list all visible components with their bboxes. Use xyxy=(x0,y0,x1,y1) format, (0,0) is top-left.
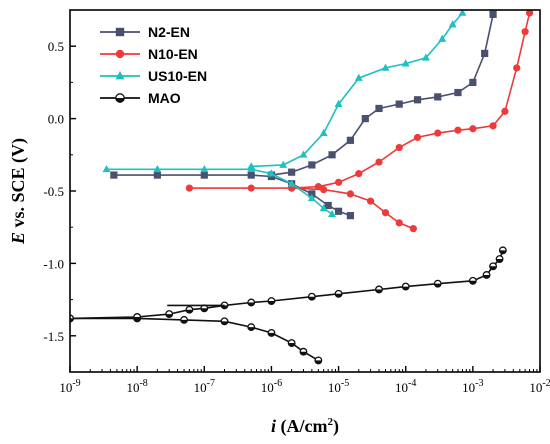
series-mao xyxy=(67,247,506,364)
data-point xyxy=(315,183,322,190)
legend: N2-EN N10-EN US10-EN MAO xyxy=(100,24,207,106)
series-line-anodic xyxy=(292,13,530,188)
x-tick-label: 10-8 xyxy=(126,378,147,395)
axes: 10-9 10-8 10-7 10-6 10-5 10-4 10-3 10-2-1.5-1.0… xyxy=(43,10,550,395)
y-tick-label: 0.5 xyxy=(48,39,64,54)
data-point xyxy=(522,28,529,35)
data-point xyxy=(116,50,124,58)
y-tick-label: 0.0 xyxy=(48,112,64,127)
data-point xyxy=(201,171,208,178)
data-point xyxy=(288,169,295,176)
data-point xyxy=(375,158,382,165)
series-layer xyxy=(67,9,533,364)
data-point xyxy=(396,219,403,226)
data-point xyxy=(110,171,117,178)
x-tick-exponent: -6 xyxy=(274,378,282,389)
x-tick-base: 10 xyxy=(328,380,341,395)
data-point xyxy=(308,161,315,168)
x-tick-exponent: -2 xyxy=(542,378,550,389)
series-line-anodic xyxy=(251,13,462,167)
data-point xyxy=(116,28,124,36)
x-axis-title-rest: (A/cm xyxy=(276,416,327,437)
x-tick-base: 10 xyxy=(59,380,72,395)
x-tick-base: 10 xyxy=(194,380,207,395)
y-tick-label: -0.5 xyxy=(43,184,64,199)
data-point xyxy=(434,93,441,100)
series-line-cathodic xyxy=(70,318,318,360)
x-axis-title-close: ) xyxy=(333,416,339,437)
x-tick-base: 10 xyxy=(126,380,139,395)
data-point xyxy=(362,115,369,122)
data-point xyxy=(396,144,403,151)
data-point xyxy=(469,125,476,132)
data-point xyxy=(469,79,476,86)
legend-label: N10-EN xyxy=(148,46,198,62)
data-point xyxy=(481,50,488,57)
x-axis-title: i (A/cm2) xyxy=(271,416,339,437)
x-tick-label: 10-6 xyxy=(261,378,282,395)
data-point xyxy=(454,89,461,96)
data-point xyxy=(414,96,421,103)
x-tick-exponent: -8 xyxy=(139,378,147,389)
data-point xyxy=(489,11,496,18)
x-tick-base: 10 xyxy=(395,380,408,395)
y-axis-title-symbol: E xyxy=(8,232,28,245)
data-point xyxy=(513,64,520,71)
data-point xyxy=(434,129,441,136)
data-point xyxy=(410,225,417,232)
data-point xyxy=(501,108,508,115)
x-tick-base: 10 xyxy=(462,380,475,395)
series-line-cathodic xyxy=(107,169,333,214)
data-point xyxy=(454,127,461,134)
x-tick-exponent: -7 xyxy=(207,378,215,389)
x-tick-label: 10-9 xyxy=(59,378,80,395)
legend-label: US10-EN xyxy=(148,68,207,84)
x-tick-exponent: -4 xyxy=(408,378,416,389)
y-tick-label: -1.5 xyxy=(43,329,64,344)
data-point xyxy=(375,105,382,112)
x-tick-label: 10-5 xyxy=(328,378,349,395)
data-point xyxy=(328,151,335,158)
data-point xyxy=(414,134,421,141)
x-tick-label: 10-3 xyxy=(462,378,483,395)
y-tick-label: -1.0 xyxy=(43,256,64,271)
x-tick-label: 10-4 xyxy=(395,378,416,395)
series-line-cathodic xyxy=(189,188,413,229)
data-point xyxy=(347,212,354,219)
x-tick-exponent: -9 xyxy=(72,378,80,389)
x-tick-base: 10 xyxy=(529,380,542,395)
legend-label: MAO xyxy=(148,90,181,106)
x-tick-base: 10 xyxy=(261,380,274,395)
data-point xyxy=(335,179,342,186)
data-point xyxy=(154,171,161,178)
data-point xyxy=(347,190,354,197)
x-tick-label: 10-2 xyxy=(529,378,550,395)
data-point xyxy=(347,137,354,144)
data-point xyxy=(328,210,336,217)
x-tick-label: 10-7 xyxy=(194,378,215,395)
data-point xyxy=(186,185,193,192)
y-axis-title-rest: vs. SCE (V) xyxy=(8,138,29,232)
data-point xyxy=(382,209,389,216)
data-point xyxy=(367,198,374,205)
legend-label: N2-EN xyxy=(148,24,190,40)
data-point xyxy=(320,129,328,136)
x-tick-exponent: -5 xyxy=(341,378,349,389)
data-point xyxy=(335,208,342,215)
data-point xyxy=(489,122,496,129)
series-n10-en xyxy=(186,9,533,232)
x-tick-exponent: -3 xyxy=(475,378,483,389)
y-axis-title: E vs. SCE (V) xyxy=(8,138,29,245)
data-point xyxy=(355,170,362,177)
data-point xyxy=(396,101,403,108)
data-point xyxy=(248,171,255,178)
data-point xyxy=(248,185,255,192)
